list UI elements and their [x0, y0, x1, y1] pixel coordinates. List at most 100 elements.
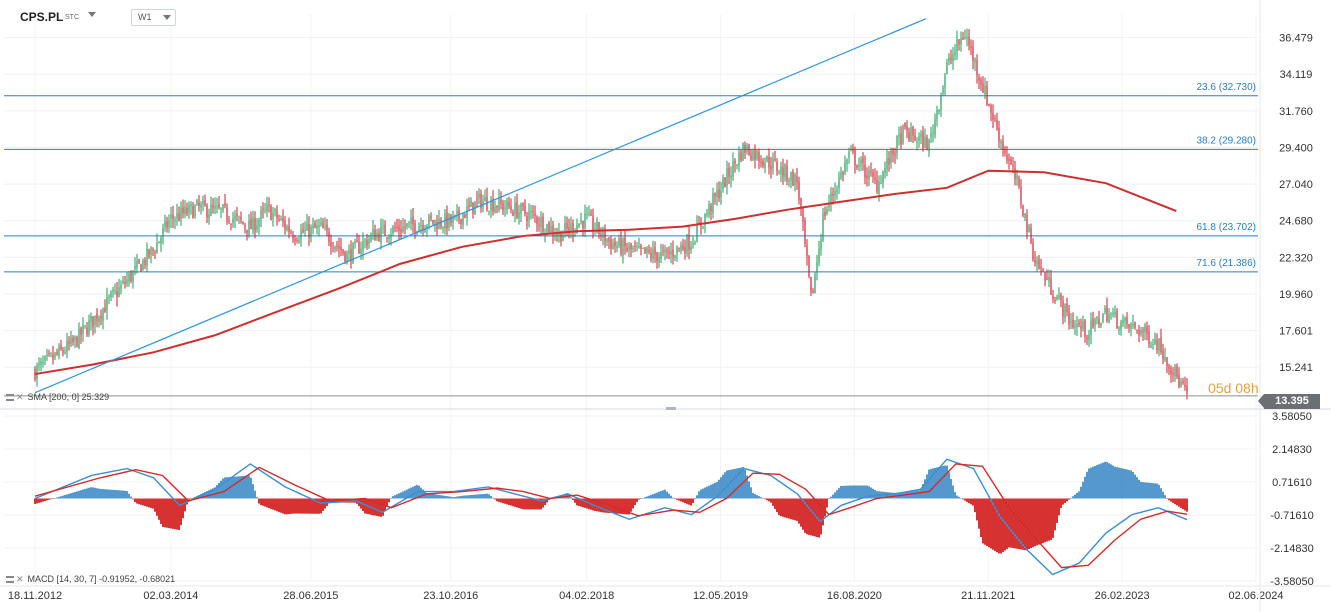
candle-body — [442, 227, 444, 229]
macd-histogram-bar — [580, 498, 582, 507]
macd-histogram-bar — [934, 467, 936, 499]
candle-body — [562, 234, 564, 241]
candle-body — [132, 270, 134, 282]
candle-body — [70, 337, 72, 345]
macd-histogram-bar — [694, 498, 696, 500]
candle-body — [108, 296, 110, 298]
candle-body — [1022, 205, 1024, 216]
macd-histogram-bar — [940, 466, 942, 499]
macd-histogram-bar — [886, 492, 888, 499]
macd-histogram-bar — [220, 480, 222, 499]
macd-histogram-bar — [658, 491, 660, 499]
candle-body — [896, 136, 898, 154]
macd-histogram-bar — [1100, 463, 1102, 499]
macd-histogram-bar — [162, 498, 164, 527]
candle-body — [168, 220, 170, 228]
candle-body — [1074, 325, 1076, 327]
macd-histogram-bar — [804, 498, 806, 533]
timeframe-select[interactable]: W1 — [131, 9, 176, 26]
candle-body — [288, 225, 290, 233]
candle-body — [664, 249, 666, 253]
candle-body — [738, 152, 740, 166]
candle-body — [508, 202, 510, 207]
candle-body — [398, 225, 400, 231]
macd-histogram-bar — [1178, 498, 1180, 507]
macd-histogram-bar — [636, 498, 638, 502]
macd-histogram-bar — [110, 489, 112, 499]
symbol-label[interactable]: CPS.PL — [20, 10, 64, 24]
macd-histogram-bar — [504, 498, 506, 504]
candle-body — [1110, 313, 1112, 315]
candle-body — [1158, 338, 1160, 351]
macd-indicator-label: ✕ MACD [14, 30, 7] -0.91952, -0.68021 — [6, 574, 175, 585]
macd-histogram-bar — [718, 479, 720, 499]
macd-histogram-bar — [750, 487, 752, 499]
candle-body — [138, 259, 140, 263]
macd-histogram-bar — [692, 498, 694, 503]
macd-histogram-bar — [216, 485, 218, 499]
macd-histogram-bar — [390, 497, 392, 499]
candle-body — [982, 83, 984, 93]
macd-histogram-bar — [524, 498, 526, 510]
candle-body — [976, 60, 978, 76]
candle-body — [676, 245, 678, 254]
candle-body — [728, 168, 730, 177]
candle-body — [916, 141, 918, 143]
macd-histogram-bar — [912, 490, 914, 499]
macd-histogram-bar — [76, 491, 78, 499]
time-tick-label: 21.11.2021 — [961, 590, 1015, 602]
candle-body — [1014, 168, 1016, 180]
macd-histogram-bar — [114, 489, 116, 499]
macd-histogram-bar — [1102, 462, 1104, 499]
candle-body — [646, 247, 648, 253]
macd-histogram-bar — [236, 476, 238, 499]
candle-body — [122, 280, 124, 283]
candle-body — [782, 167, 784, 177]
macd-histogram-bar — [528, 498, 530, 510]
candle-body — [1066, 303, 1068, 312]
symbol-dropdown-chevron-down-icon[interactable] — [88, 12, 96, 17]
candle-body — [992, 113, 994, 120]
macd-histogram-bar — [500, 498, 502, 503]
candle-body — [236, 213, 238, 216]
candle-body — [990, 104, 992, 114]
candle-body — [198, 202, 200, 207]
macd-histogram-bar — [766, 498, 768, 501]
candle-body — [1026, 214, 1028, 232]
candle-body — [210, 204, 212, 216]
indicator-settings-icon[interactable] — [6, 576, 14, 583]
macd-histogram-bar — [296, 498, 298, 514]
macd-histogram-bar — [714, 482, 716, 499]
macd-histogram-bar — [1176, 498, 1178, 506]
candle-body — [1114, 312, 1116, 315]
remove-indicator-close-icon[interactable]: ✕ — [16, 392, 24, 402]
candle-body — [382, 225, 384, 227]
macd-histogram-bar — [720, 477, 722, 499]
candle-body — [964, 36, 966, 39]
macd-histogram-bar — [1098, 464, 1100, 499]
macd-histogram-bar — [830, 496, 832, 499]
indicator-settings-icon[interactable] — [6, 394, 14, 401]
remove-indicator-close-icon[interactable]: ✕ — [16, 574, 24, 584]
candle-body — [298, 239, 300, 243]
macd-histogram-bar — [314, 498, 316, 514]
macd-histogram-bar — [102, 489, 104, 499]
macd-histogram-bar — [392, 496, 394, 499]
fibonacci-levels[interactable]: 23.6 (32.730) 38.2 (29.280) 61.8 (23.702) 7… — [4, 82, 1258, 273]
candle-body — [272, 212, 274, 219]
macd-histogram-bar — [98, 488, 100, 499]
candle-body — [874, 176, 876, 180]
candle-body — [438, 218, 440, 229]
macd-histogram-bar — [776, 498, 778, 513]
candle-body — [682, 245, 684, 250]
macd-histogram-bar — [1030, 498, 1032, 549]
macd-histogram-bar — [514, 498, 516, 507]
sma-indicator-text: SMA [200, 0] 25.329 — [27, 392, 110, 402]
macd-histogram-bar — [290, 498, 292, 514]
candle-body — [488, 210, 490, 212]
trend-line[interactable] — [34, 18, 927, 394]
candle-body — [630, 243, 632, 250]
candle-body — [202, 201, 204, 205]
candle-body — [118, 287, 120, 296]
